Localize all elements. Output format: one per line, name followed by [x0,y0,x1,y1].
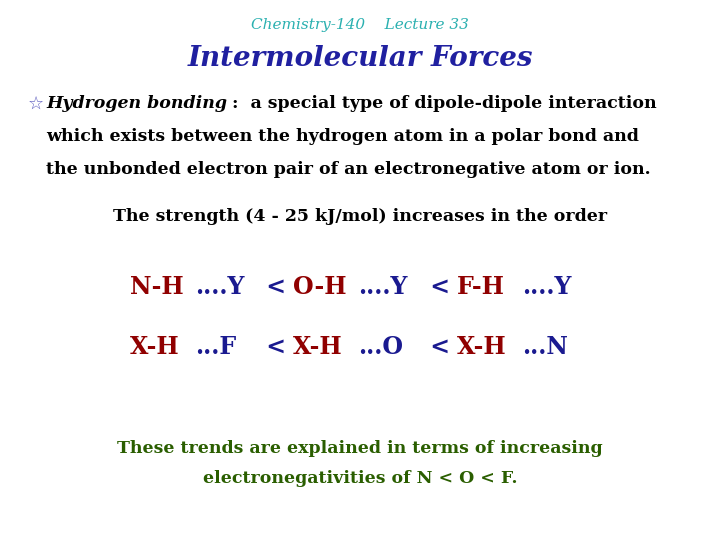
Text: ....Y: ....Y [522,275,572,299]
Text: ....Y: ....Y [358,275,408,299]
Text: X-H: X-H [293,335,343,359]
Text: F-H: F-H [457,275,505,299]
Text: the unbonded electron pair of an electronegative atom or ion.: the unbonded electron pair of an electro… [46,161,651,178]
Text: <: < [258,275,294,299]
Text: X-H: X-H [130,335,180,359]
Text: <: < [422,335,459,359]
Text: ...F: ...F [195,335,236,359]
Text: The strength (4 - 25 kJ/mol) increases in the order: The strength (4 - 25 kJ/mol) increases i… [113,208,607,225]
Text: Hydrogen bonding: Hydrogen bonding [46,95,227,112]
Text: These trends are explained in terms of increasing: These trends are explained in terms of i… [117,440,603,457]
Text: Intermolecular Forces: Intermolecular Forces [187,45,533,72]
Text: Chemistry-140    Lecture 33: Chemistry-140 Lecture 33 [251,18,469,32]
Text: N-H: N-H [130,275,184,299]
Text: ...N: ...N [522,335,568,359]
Text: <: < [422,275,459,299]
Text: ☆: ☆ [28,95,44,113]
Text: O-H: O-H [293,275,346,299]
Text: :  a special type of dipole-dipole interaction: : a special type of dipole-dipole intera… [232,95,657,112]
Text: electronegativities of N < O < F.: electronegativities of N < O < F. [203,470,517,487]
Text: ...O: ...O [358,335,403,359]
Text: ....Y: ....Y [195,275,244,299]
Text: X-H: X-H [457,335,507,359]
Text: which exists between the hydrogen atom in a polar bond and: which exists between the hydrogen atom i… [46,128,639,145]
Text: <: < [258,335,294,359]
